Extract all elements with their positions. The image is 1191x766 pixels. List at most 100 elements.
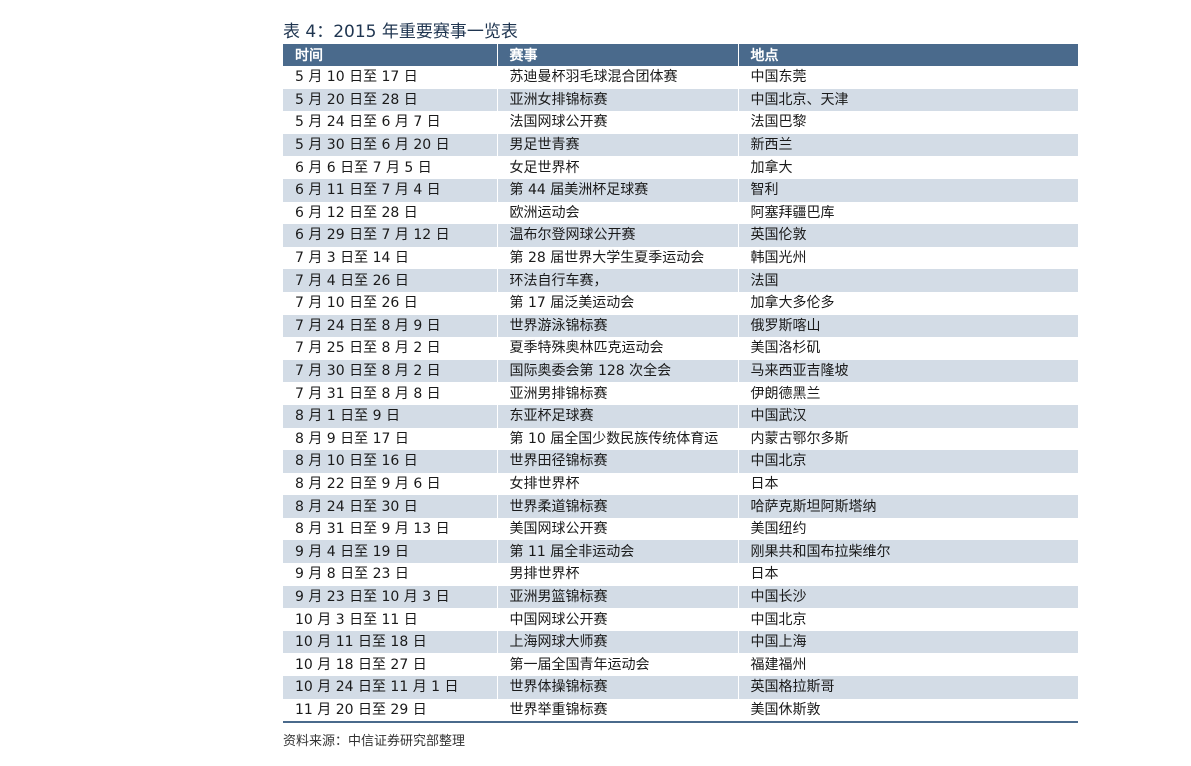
table-cell: 9 月 4 日至 19 日 [283, 540, 497, 564]
table-cell: 5 月 10 日至 17 日 [295, 69, 418, 86]
table-cell: 8 月 22 日至 9 月 6 日 [295, 475, 441, 492]
table-cell: 美国休斯敦 [737, 698, 1078, 723]
table-cell: 美国洛杉矶 [737, 337, 1078, 360]
table-cell: 6 月 6 日至 7 月 5 日 [295, 159, 432, 176]
table-cell: 8 月 1 日至 9 日 [283, 404, 497, 428]
table-cell: 7 月 10 日至 26 日 [295, 295, 418, 312]
table-cell: 刚果共和国布拉柴维尔 [737, 540, 1078, 564]
table-cell: 11 月 20 日至 29 日 [295, 701, 427, 718]
table-row: 7 月 4 日至 26 日环法自行车赛， 法国 [283, 269, 1078, 292]
table-cell: 福建福州 [737, 653, 1078, 677]
table-cell: 中国长沙 [737, 585, 1078, 609]
table-cell: 10 月 3 日至 11 日 [295, 611, 418, 628]
table-cell: 日本 [737, 472, 1078, 496]
table-cell: 哈萨克斯坦阿斯塔纳 [737, 495, 1078, 518]
table-row: 8 月 9 日至 17 日 第 10 届全国少数民族传统体育运 内蒙古鄂尔多斯 [283, 427, 1078, 451]
table-cell: 日本 [737, 563, 1078, 586]
table-row: 8 月 10 日至 16 日世界田径锦标赛 中国北京 [283, 450, 1078, 473]
table-row: 5 月 30 日至 6 月 20 日男足世青赛 新西兰 [283, 133, 1078, 157]
table-cell: 7 月 25 日至 8 月 2 日 [295, 340, 441, 357]
table-cell: 6 月 12 日至 28 日 [295, 204, 418, 221]
table-cell: 8 月 10 日至 16 日 [283, 450, 497, 473]
events-table: 时间 赛事 地点 5 月 10 日至 17 日苏迪曼杯羽毛球混合团体赛 中国东莞 5 月… [283, 44, 1078, 724]
table-cell: 美国网球公开赛 [496, 517, 738, 541]
table-cell: 温布尔登网球公开赛 [496, 224, 738, 247]
table-cell: 亚洲男排锦标赛 [496, 382, 738, 405]
table-cell: 6 月 29 日至 7 月 12 日 [283, 224, 497, 247]
table-cell: 马来西亚吉隆坡 [737, 359, 1078, 383]
table-cell: 英国格拉斯哥 [737, 676, 1078, 699]
table-cell: 女排世界杯 [496, 472, 738, 496]
table-cell: 智利 [737, 178, 1078, 202]
table-row: 9 月 4 日至 19 日第 11 届全非运动会 刚果共和国布拉柴维尔 [283, 540, 1078, 564]
table-cell: 男足世青赛 [496, 133, 738, 157]
table-cell: 苏迪曼杯羽毛球混合团体赛 [496, 66, 738, 89]
table-cell: 东亚杯足球赛 [496, 404, 738, 428]
table-cell: 加拿大 [737, 156, 1078, 179]
table-cell: 世界举重锦标赛 [496, 698, 738, 723]
table-row: 7 月 10 日至 26 日 第 17 届泛美运动会 加拿大多伦多 [283, 291, 1078, 315]
table-cell: 新西兰 [737, 133, 1078, 157]
table-cell: 中国上海 [737, 630, 1078, 654]
table-cell: 7 月 4 日至 26 日 [283, 269, 497, 292]
table-row: 11 月 20 日至 29 日 世界举重锦标赛 美国休斯敦 [283, 698, 1078, 723]
table-cell: 7 月 24 日至 8 月 9 日 [283, 314, 497, 338]
table-row: 10 月 18 日至 27 日 第一届全国青年运动会 福建福州 [283, 653, 1078, 677]
table-cell: 夏季特殊奥林匹克运动会 [496, 337, 738, 360]
table-cell: 7 月 3 日至 14 日 [295, 250, 409, 267]
table-title: 表 4：2015 年重要赛事一览表 [283, 22, 518, 42]
table-cell: 内蒙古鄂尔多斯 [737, 427, 1078, 451]
table-cell: 加拿大多伦多 [737, 291, 1078, 315]
table-cell: 男排世界杯 [496, 563, 738, 586]
table-row: 6 月 6 日至 7 月 5 日 女足世界杯 加拿大 [283, 156, 1078, 179]
table-cell: 第一届全国青年运动会 [496, 653, 738, 677]
table-cell: 俄罗斯喀山 [737, 314, 1078, 338]
table-cell: 世界柔道锦标赛 [496, 495, 738, 518]
table-cell: 第 44 届美洲杯足球赛 [496, 178, 738, 202]
table-row: 8 月 24 日至 30 日世界柔道锦标赛 哈萨克斯坦阿斯塔纳 [283, 495, 1078, 518]
table-row: 8 月 22 日至 9 月 6 日 女排世界杯 日本 [283, 472, 1078, 496]
table-cell: 亚洲男篮锦标赛 [496, 585, 738, 609]
table-cell: 伊朗德黑兰 [737, 382, 1078, 405]
table-cell: 10 月 18 日至 27 日 [295, 656, 427, 673]
table-cell: 第 28 届世界大学生夏季运动会 [496, 246, 738, 270]
table-cell: 8 月 31 日至 9 月 13 日 [295, 521, 450, 538]
table-cell: 10 月 11 日至 18 日 [283, 630, 497, 654]
table-cell: 第 17 届泛美运动会 [496, 291, 738, 315]
table-cell: 英国伦敦 [737, 224, 1078, 247]
table-cell: 7 月 31 日至 8 月 8 日 [295, 385, 441, 402]
table-row: 9 月 23 日至 10 月 3 日亚洲男篮锦标赛 中国长沙 [283, 585, 1078, 609]
table-cell: 8 月 24 日至 30 日 [283, 495, 497, 518]
table-cell: 法国巴黎 [737, 111, 1078, 134]
table-cell: 第 11 届全非运动会 [496, 540, 738, 564]
table-cell: 女足世界杯 [496, 156, 738, 179]
table-cell: 8 月 9 日至 17 日 [295, 430, 409, 447]
header-cell: 时间 [283, 44, 497, 66]
table-row: 6 月 29 日至 7 月 12 日温布尔登网球公开赛 英国伦敦 [283, 224, 1078, 247]
table-cell: 中国北京 [737, 450, 1078, 473]
table-row: 10 月 24 日至 11 月 1 日世界体操锦标赛 英国格拉斯哥 [283, 676, 1078, 699]
table-cell: 世界体操锦标赛 [496, 676, 738, 699]
table-cell: 5 月 20 日至 28 日 [283, 88, 497, 112]
table-row: 5 月 20 日至 28 日亚洲女排锦标赛 中国北京、天津 [283, 88, 1078, 112]
table-cell: 第 10 届全国少数民族传统体育运 [496, 427, 738, 451]
table-cell: 美国纽约 [737, 517, 1078, 541]
table-row: 5 月 24 日至 6 月 7 日 法国网球公开赛 法国巴黎 [283, 111, 1078, 134]
table-cell: 世界游泳锦标赛 [496, 314, 738, 338]
header-row: 时间 赛事 地点 [283, 44, 1078, 66]
table-cell: 10 月 24 日至 11 月 1 日 [283, 676, 497, 699]
table-cell: 法国网球公开赛 [496, 111, 738, 134]
table-row: 8 月 31 日至 9 月 13 日 美国网球公开赛 美国纽约 [283, 517, 1078, 541]
table-row: 7 月 31 日至 8 月 8 日 亚洲男排锦标赛 伊朗德黑兰 [283, 382, 1078, 405]
table-row: 6 月 12 日至 28 日 欧洲运动会 阿塞拜疆巴库 [283, 201, 1078, 225]
table-cell: 7 月 30 日至 8 月 2 日 [283, 359, 497, 383]
table-cell: 世界田径锦标赛 [496, 450, 738, 473]
table-cell: 6 月 11 日至 7 月 4 日 [283, 178, 497, 202]
table-row: 10 月 3 日至 11 日 中国网球公开赛 中国北京 [283, 608, 1078, 631]
table-cell: 韩国光州 [737, 246, 1078, 270]
header-cell: 地点 [737, 44, 1078, 66]
table-cell: 5 月 24 日至 6 月 7 日 [295, 114, 441, 131]
table-row: 5 月 10 日至 17 日 苏迪曼杯羽毛球混合团体赛 中国东莞 [283, 66, 1078, 89]
table-cell: 欧洲运动会 [496, 201, 738, 225]
